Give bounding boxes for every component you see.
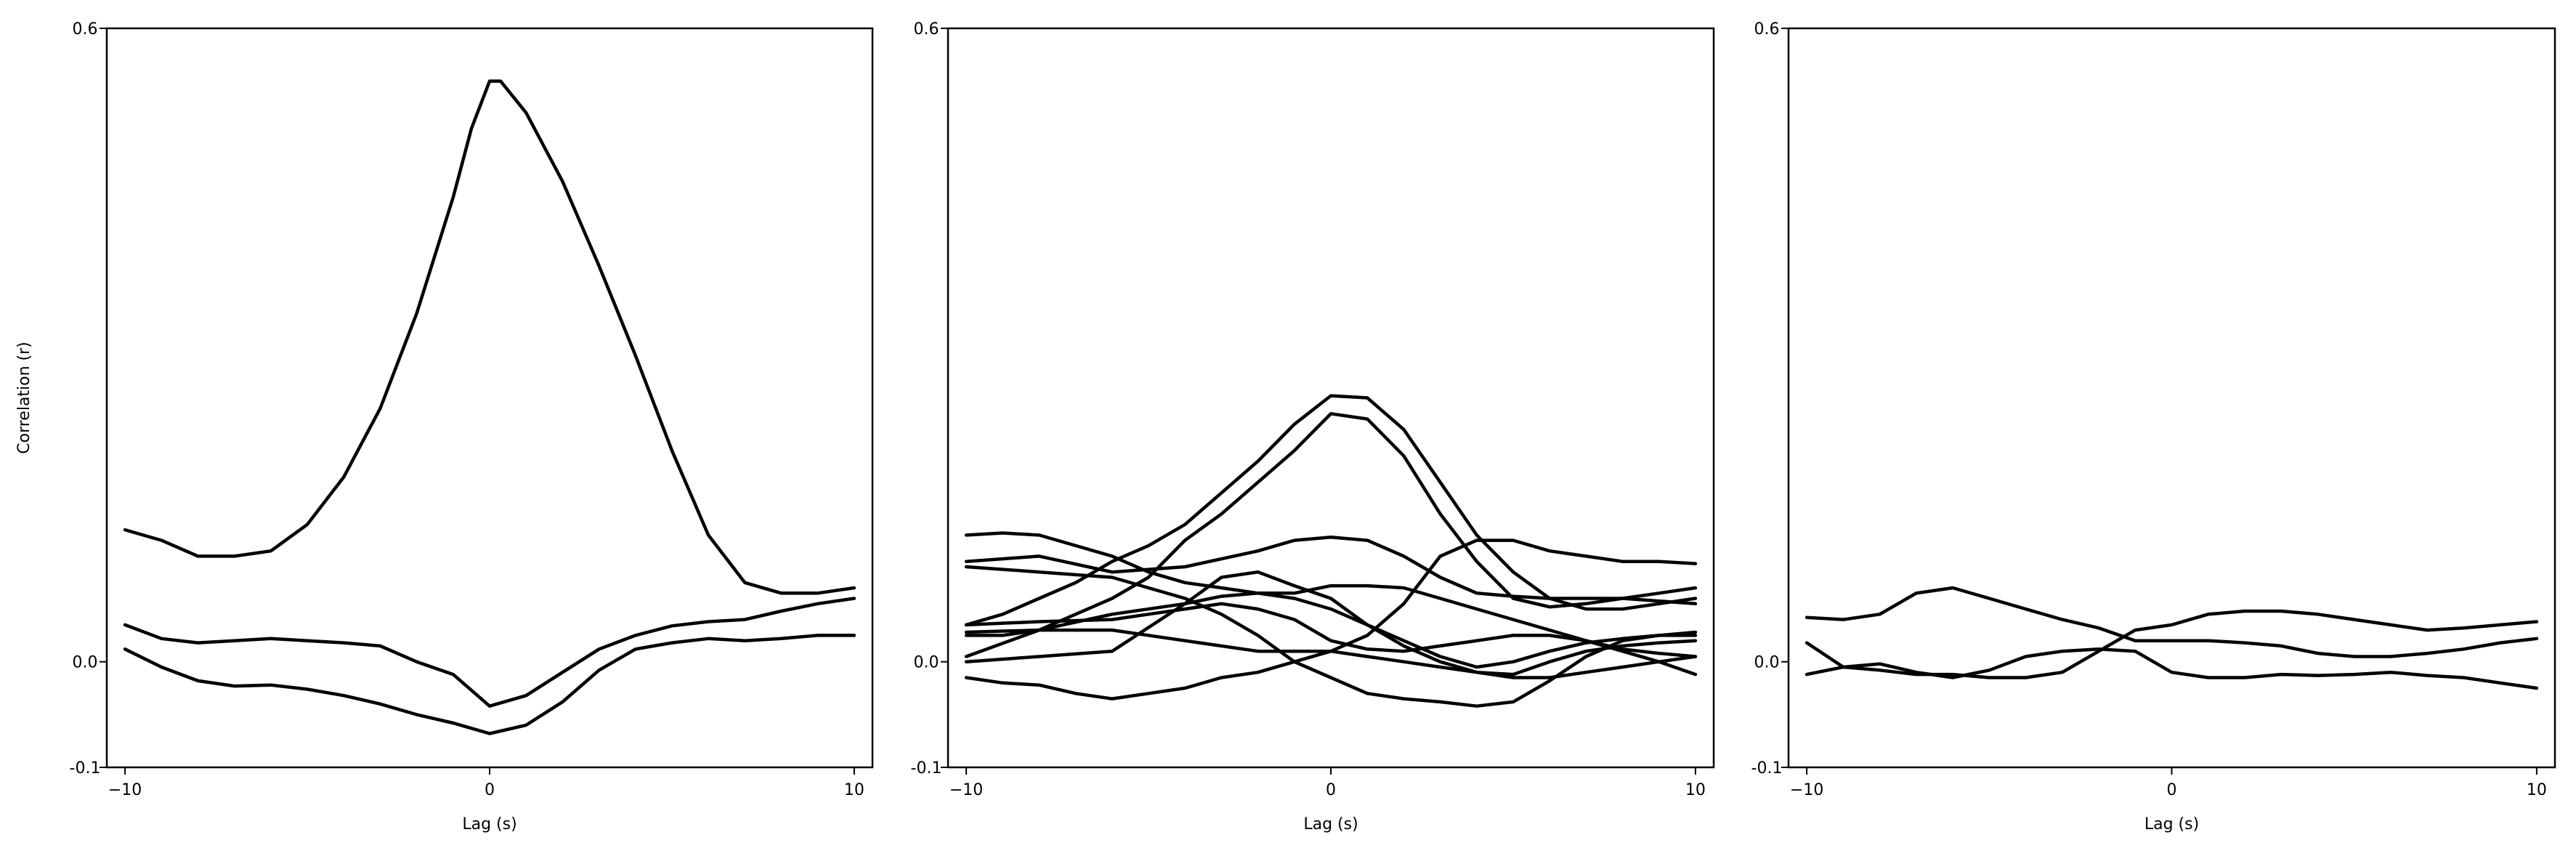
x-tick-label: 10 [844, 781, 864, 799]
y-tick-label: 0.0 [1754, 654, 1780, 672]
y-tick-label: -0.1 [70, 759, 101, 778]
plot-frame [105, 27, 874, 769]
series-line-1 [1805, 586, 2539, 658]
plot-frame [1787, 27, 2556, 769]
y-tick-label: 0.6 [73, 20, 98, 39]
series-line-3 [1805, 647, 2539, 690]
y-tick-label: -0.1 [1751, 759, 1783, 778]
x-tick-label: 10 [2527, 781, 2547, 799]
series-line-8 [964, 565, 1698, 708]
series-line-3 [964, 394, 1698, 627]
y-axis-label: Correlation (r) [15, 342, 33, 454]
series-line-2 [964, 412, 1698, 637]
chart-panel-1: −10 0 10 -0.1 0.0 0.6 Lag (s) Correlation (r) [15, 20, 874, 833]
y-tick-label: 0.0 [73, 654, 98, 672]
chart-panel-2: −10 0 10 -0.1 0.0 0.6 Lag (s) [911, 20, 1715, 833]
series-line-6 [964, 570, 1698, 679]
x-tick-label: −10 [108, 781, 142, 799]
x-axis-label: Lag (s) [462, 815, 517, 833]
x-tick-label: 0 [2167, 781, 2177, 799]
series-line-7 [964, 639, 1698, 700]
series-line-2 [123, 597, 856, 708]
series-line-2 [1805, 609, 2539, 679]
series-line-4 [964, 531, 1698, 669]
y-tick-label: 0.6 [914, 20, 939, 39]
chart-panel-3: −10 0 10 -0.1 0.0 0.6 Lag (s) [1751, 20, 2556, 833]
y-tick-label: 0.0 [914, 654, 939, 672]
series-line-10 [964, 538, 1698, 653]
x-tick-label: −10 [949, 781, 983, 799]
x-tick-label: 0 [1326, 781, 1336, 799]
y-tick-label: 0.6 [1754, 20, 1780, 39]
y-tick-label: -0.1 [911, 759, 942, 778]
x-tick-label: −10 [1790, 781, 1823, 799]
x-tick-label: 10 [1685, 781, 1706, 799]
plot-frame [947, 27, 1715, 769]
series-line-1 [123, 79, 856, 595]
x-tick-label: 0 [485, 781, 495, 799]
series-line-1 [964, 536, 1698, 606]
x-axis-label: Lag (s) [2144, 815, 2199, 833]
series-line-3 [123, 634, 856, 735]
x-axis-label: Lag (s) [1303, 815, 1358, 833]
series-line-9 [964, 602, 1698, 677]
